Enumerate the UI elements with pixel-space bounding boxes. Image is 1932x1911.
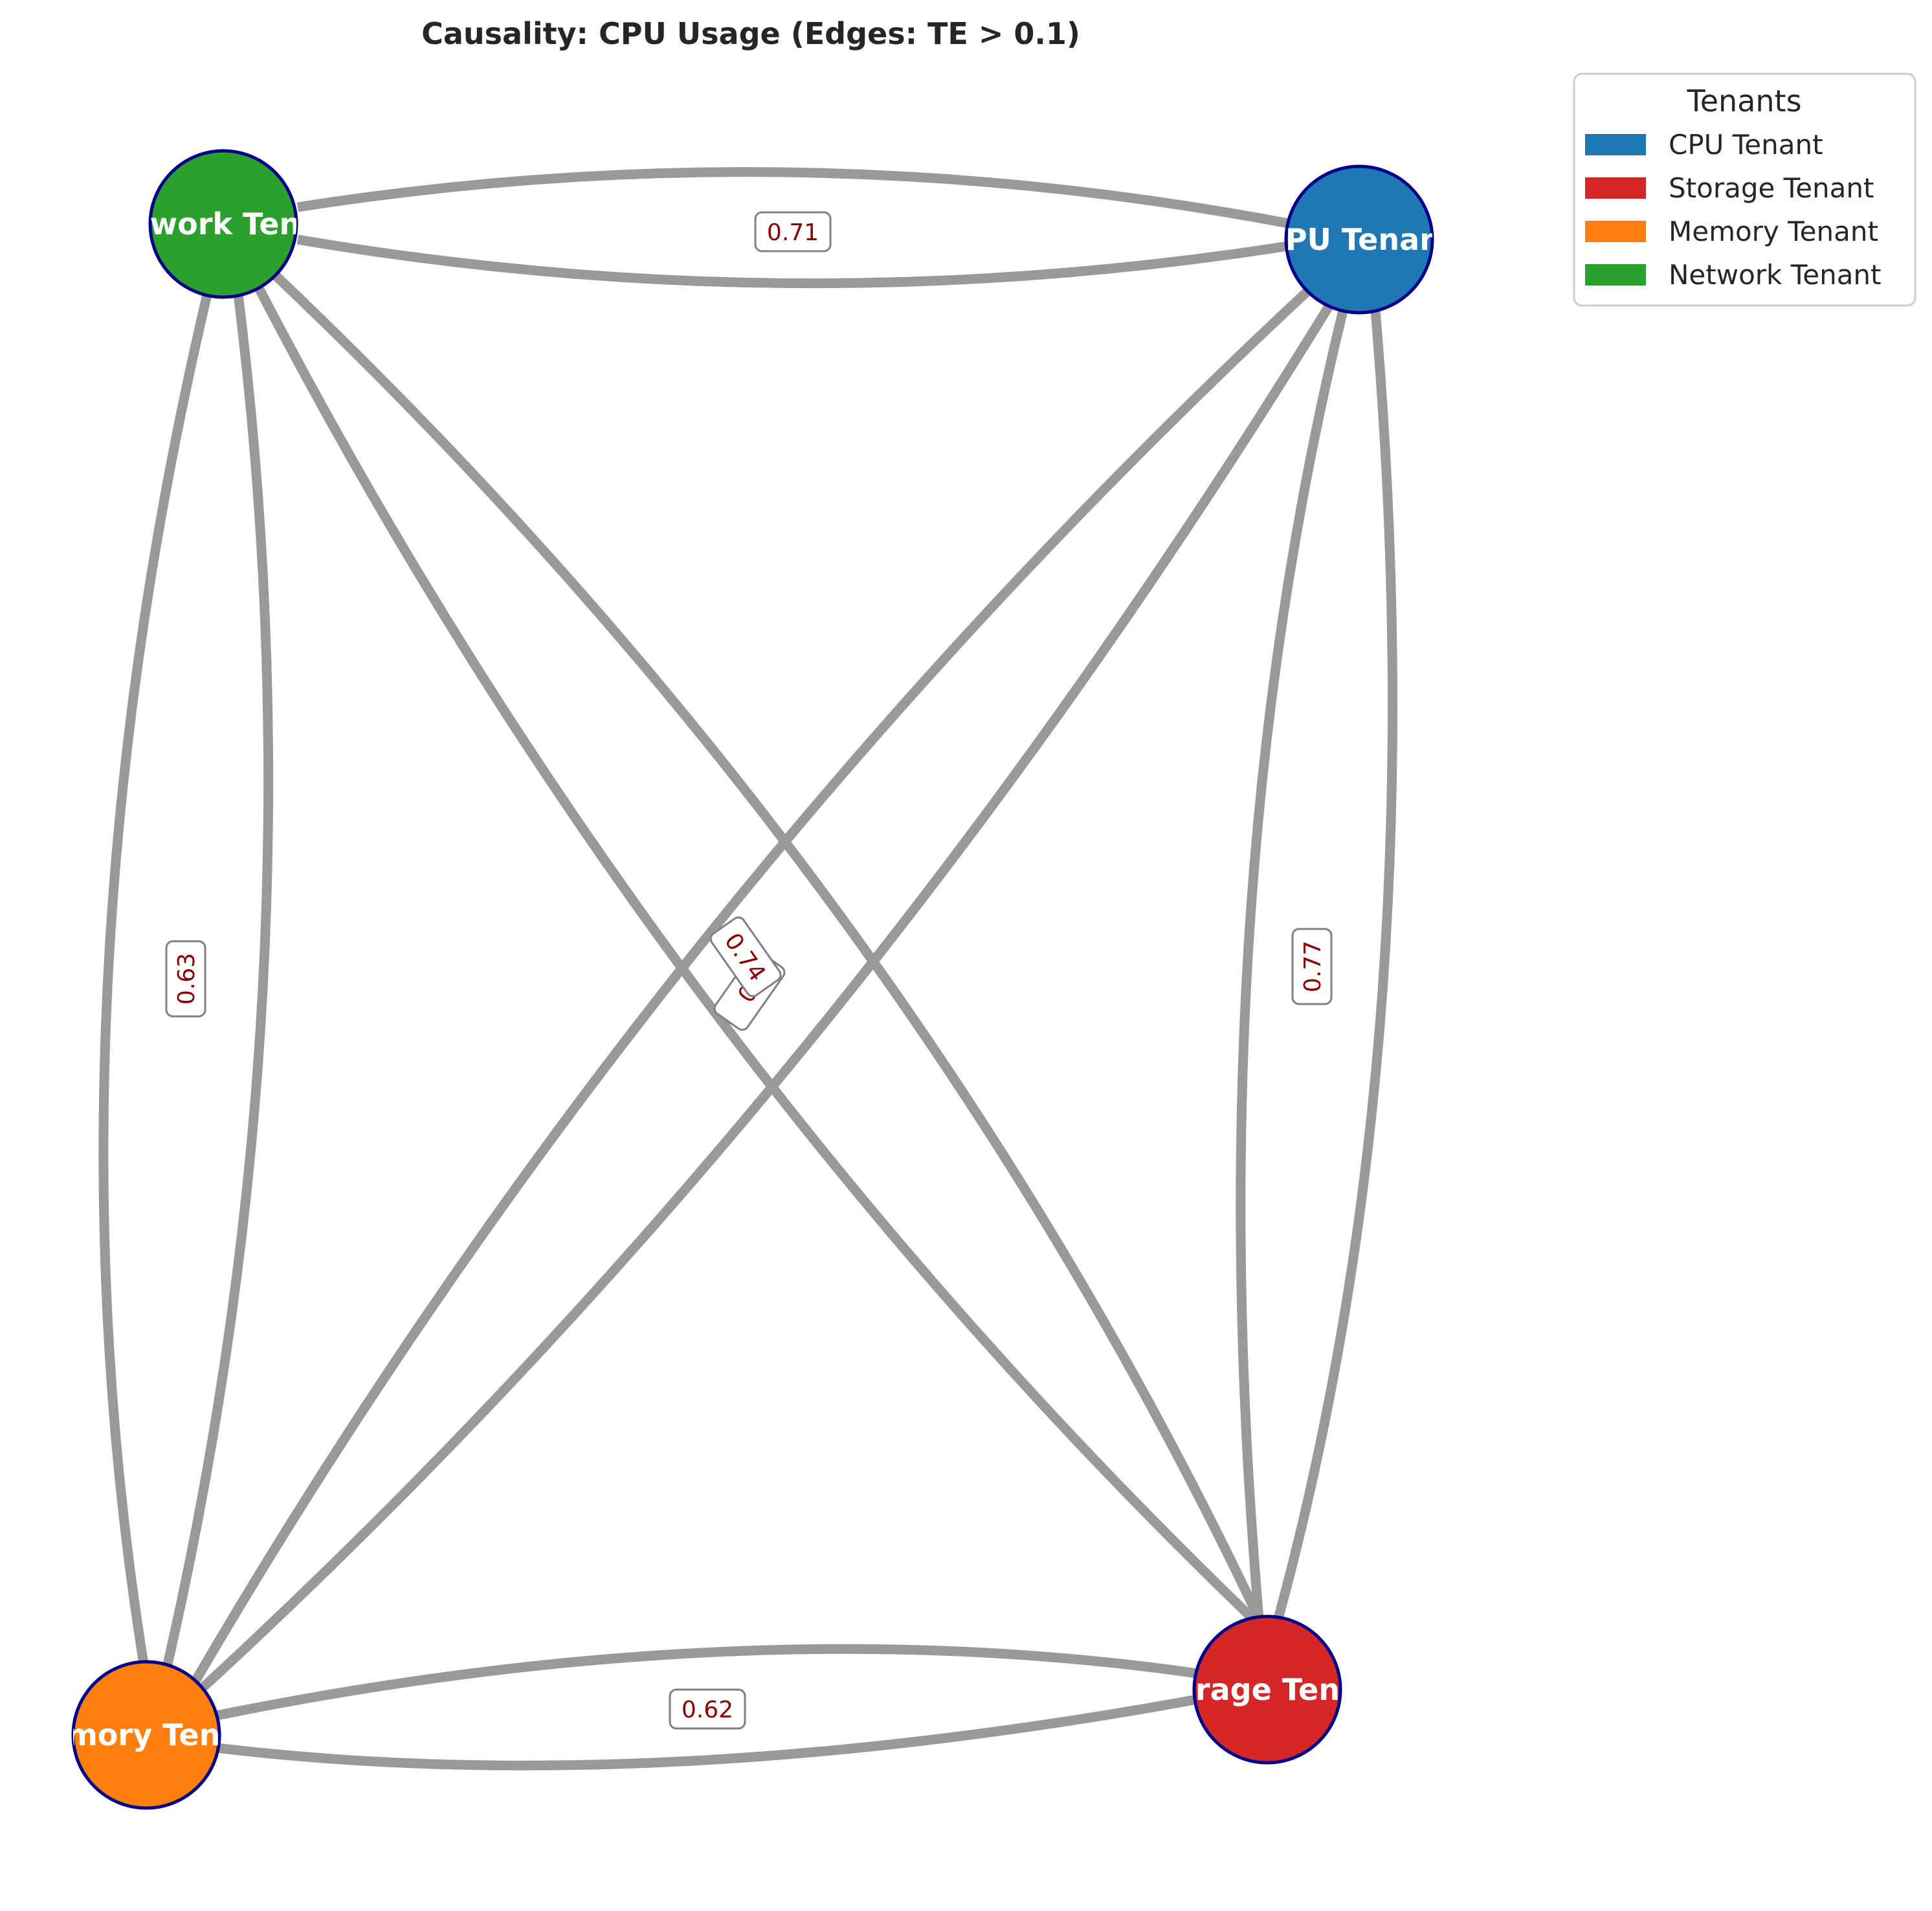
node-storage[interactable]: Storage Tenant (1139, 1615, 1395, 1765)
node-circle (1192, 1615, 1342, 1765)
node-memory[interactable]: Memory Tenant (17, 1660, 276, 1810)
edge-label-box (709, 916, 782, 998)
edge-cpu-to-network (296, 234, 1289, 289)
node-label: Storage Tenant (1139, 1672, 1395, 1707)
node-circle (71, 1660, 221, 1810)
legend: Tenants CPU Tenant Storage Tenant Memory… (1573, 73, 1916, 307)
legend-item-cpu: CPU Tenant (1585, 129, 1823, 161)
node-circle (148, 149, 298, 299)
edge-storage-to-cpu (1236, 309, 1348, 1619)
edge-cpu-to-memory (190, 287, 1311, 1686)
legend-item-network: Network Tenant (1585, 259, 1882, 291)
legend-label: Storage Tenant (1669, 172, 1874, 204)
figure-title: Causality: CPU Usage (Edges: TE > 0.1) (421, 16, 1080, 51)
edge-cpu-to-storage (1273, 310, 1398, 1620)
edge-label-value: 0.71 (767, 219, 819, 246)
legend-label: Memory Tenant (1669, 216, 1878, 247)
node-circle (1284, 164, 1434, 315)
edge-label-cpu-storage: 0.77 (1291, 928, 1333, 1005)
legend-swatch (1585, 134, 1646, 155)
edge-memory-to-network (162, 294, 274, 1668)
legend-swatch (1585, 264, 1646, 285)
edge-label-network-cpu: 0.71 (754, 211, 832, 252)
legend-item-memory: Memory Tenant (1585, 216, 1878, 247)
legend-swatch (1585, 221, 1646, 242)
edge-network-to-cpu (296, 167, 1289, 229)
edge-memory-to-cpu (197, 302, 1335, 1693)
edge-label-value: 0.62 (682, 1697, 733, 1723)
node-network[interactable]: Network Tenant (91, 149, 356, 299)
edge-network-to-memory (98, 293, 212, 1665)
edge-storage-to-memory (216, 1694, 1199, 1771)
legend-swatch (1585, 177, 1646, 199)
edge-layer (98, 167, 1398, 1771)
edge-label-value: 0.77 (1300, 941, 1326, 992)
edge-memory-to-storage (216, 1644, 1199, 1721)
edge-label-memory-storage: 0.62 (669, 1688, 746, 1730)
edge-label-value: 0.63 (173, 953, 200, 1005)
edge-label-layer: 0.71 0.63 0.77 0.62 0. 0.74 (165, 211, 1333, 1730)
edge-label-box (165, 940, 206, 1018)
legend-item-storage: Storage Tenant (1585, 172, 1874, 204)
edge-label-box (1291, 928, 1333, 1005)
edge-storage-to-network (268, 268, 1263, 1621)
edge-network-to-storage (254, 285, 1256, 1622)
legend-box (1573, 73, 1916, 307)
legend-label: Network Tenant (1669, 259, 1882, 291)
edge-label-box (754, 211, 832, 252)
node-layer: Network Tenant CPU Tenant Memory Tenant … (17, 149, 1455, 1810)
node-label: Network Tenant (91, 207, 356, 241)
legend-label: CPU Tenant (1669, 129, 1823, 161)
edge-label-network-memory: 0.63 (165, 940, 206, 1018)
node-label: Memory Tenant (17, 1717, 276, 1752)
legend-title: Tenants (1686, 84, 1801, 118)
node-label: CPU Tenant (1263, 222, 1455, 257)
node-cpu[interactable]: CPU Tenant (1263, 164, 1455, 315)
edge-label-box (669, 1688, 746, 1730)
